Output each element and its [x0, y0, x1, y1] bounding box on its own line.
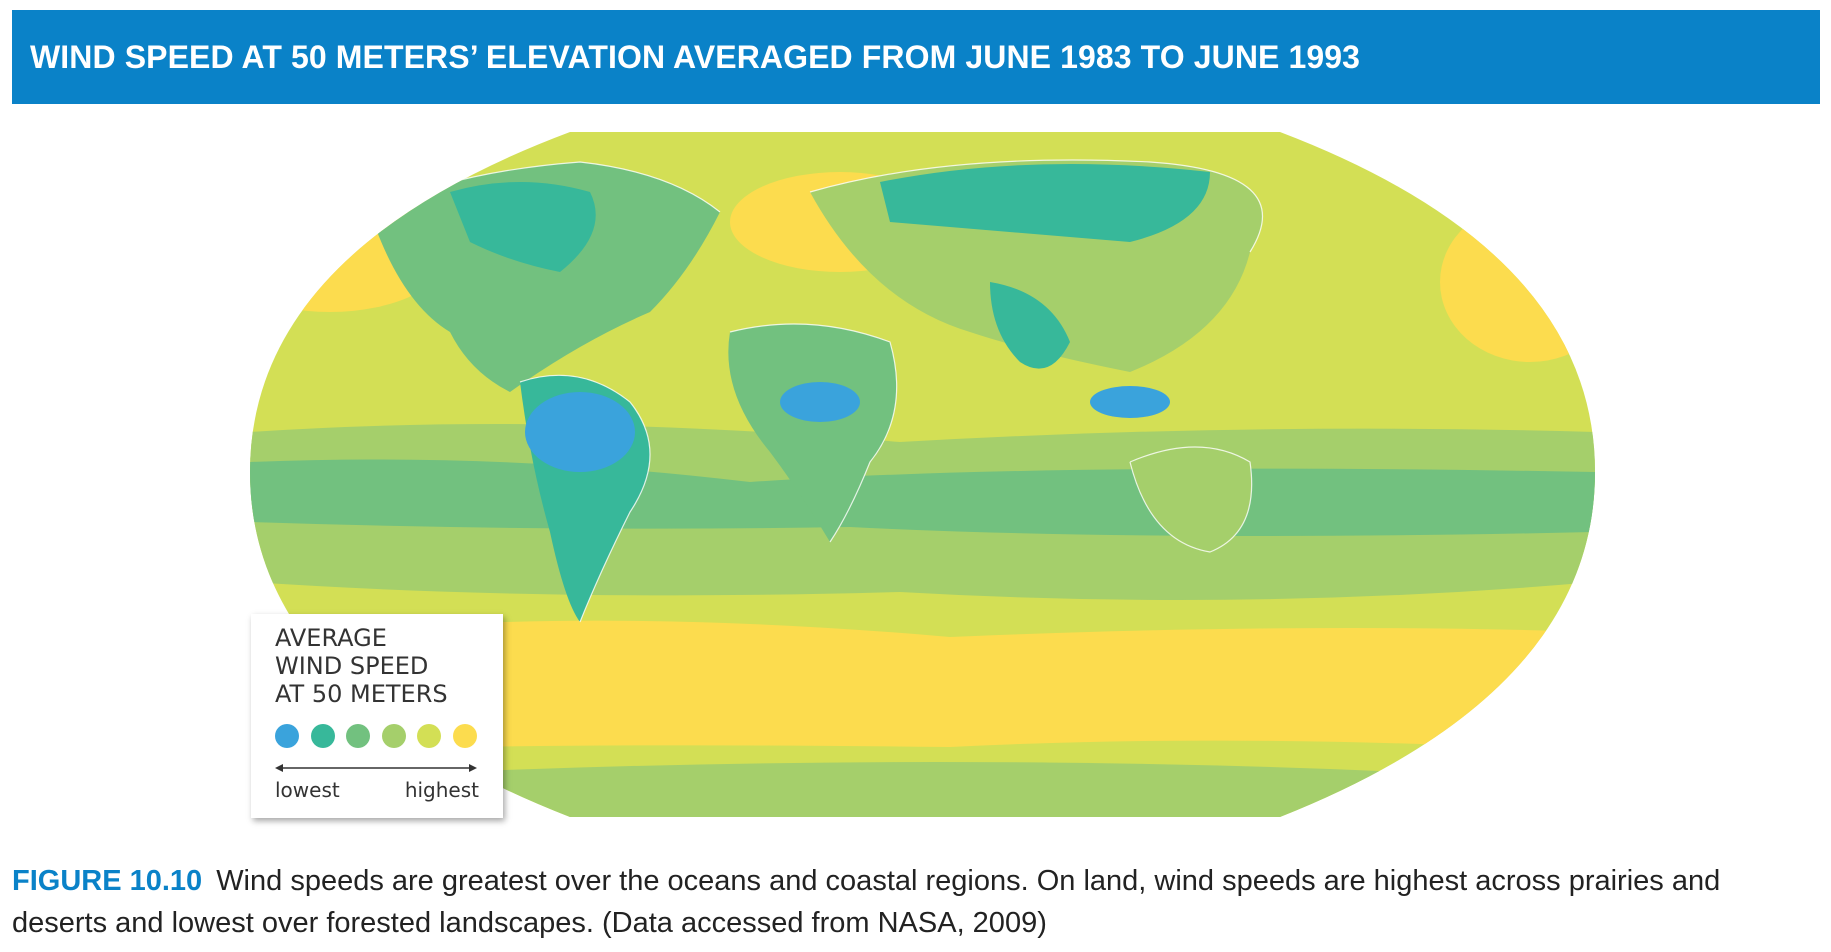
legend-title-line: AVERAGE [275, 624, 387, 652]
legend-title-line: AT 50 METERS [275, 680, 448, 708]
figure-caption: FIGURE 10.10 Wind speeds are greatest ove… [12, 860, 1822, 944]
title-bar: WIND SPEED AT 50 METERS’ ELEVATION AVERA… [12, 10, 1820, 104]
congo-lowest [780, 382, 860, 422]
world-wind-map [250, 132, 1595, 817]
legend-high-label: highest [404, 778, 479, 802]
legend-swatch-highest [452, 724, 477, 748]
amazon-lowest [525, 392, 635, 472]
india-se-asia [990, 282, 1070, 369]
antarctica [250, 762, 1595, 817]
legend-swatch-mid-low [346, 724, 370, 748]
canada-low [450, 182, 596, 272]
land-outlines [369, 159, 1264, 623]
legend-title-line: WIND SPEED [275, 652, 429, 680]
australia [1130, 447, 1252, 552]
legend-low-label: lowest [275, 778, 340, 802]
legend-swatch-lowest [275, 724, 299, 748]
southern-ocean-band [250, 620, 1595, 752]
map-title: WIND SPEED AT 50 METERS’ ELEVATION AVERA… [30, 38, 1361, 75]
legend-swatch-mid-high [381, 724, 406, 748]
north-america [370, 162, 720, 392]
siberia-low [880, 164, 1210, 242]
figure-label: FIGURE 10.10 [12, 865, 203, 897]
legend-swatch-high [417, 724, 441, 748]
map-svg [250, 132, 1595, 817]
africa [728, 324, 897, 542]
caption-text: Wind speeds are greatest over the oceans… [12, 865, 1721, 939]
indonesia-lowest [1090, 386, 1170, 418]
legend-title: AVERAGE WIND SPEED AT 50 METERS [275, 624, 495, 708]
legend-swatches [275, 724, 488, 748]
legend: AVERAGE WIND SPEED AT 50 METERS lowest h… [251, 614, 503, 818]
legend-double-arrow-icon [275, 764, 477, 772]
legend-swatch-low [310, 724, 335, 748]
